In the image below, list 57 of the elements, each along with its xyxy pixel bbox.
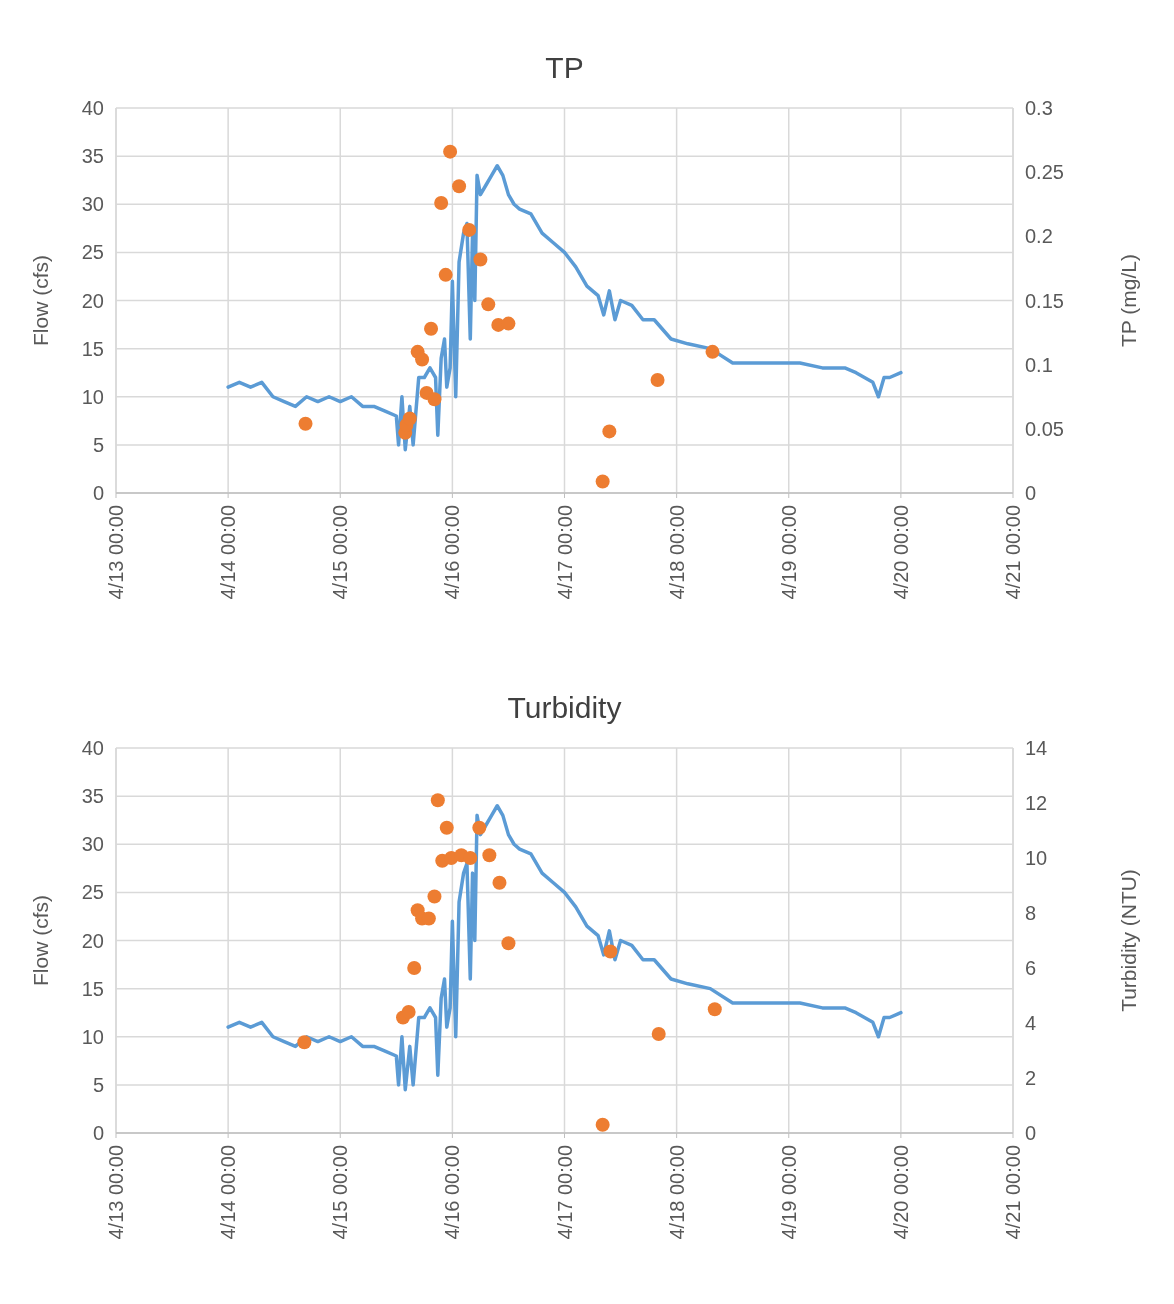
x-tick-label: 4/20 00:00	[889, 505, 912, 600]
y2-tick-label: 14	[1025, 737, 1048, 759]
x-tick-label: 4/19 00:00	[777, 1145, 800, 1240]
y2-tick-label: 0.05	[1025, 417, 1064, 440]
y2-tick-label: 6	[1025, 957, 1037, 979]
y2-tick-label: 0.25	[1025, 161, 1064, 184]
x-tick-label: 4/15 00:00	[329, 1145, 352, 1240]
y-tick-label: 20	[81, 289, 104, 312]
y-tick-label: 35	[81, 785, 104, 808]
y2-tick-label: 0.1	[1025, 353, 1053, 376]
y-tick-label: 35	[81, 145, 104, 168]
y-tick-label: 30	[81, 833, 104, 856]
y2-axis-title: Turbidity (NTU)	[1117, 869, 1140, 1012]
y2-tick-label: 4	[1025, 1012, 1037, 1034]
y2-tick-label: 10	[1025, 847, 1048, 869]
y-tick-label: 10	[81, 1025, 104, 1048]
y-tick-label: 20	[81, 929, 104, 952]
y2-tick-label: 0.15	[1025, 289, 1064, 312]
y-tick-label: 25	[81, 241, 104, 264]
y-tick-label: 30	[81, 193, 104, 216]
x-tick-label: 4/16 00:00	[441, 1145, 464, 1240]
x-tick-label: 4/17 00:00	[553, 505, 576, 600]
x-tick-label: 4/14 00:00	[217, 1145, 240, 1240]
y-tick-label: 10	[81, 385, 104, 408]
y2-tick-label: 2	[1025, 1067, 1037, 1089]
x-tick-label: 4/20 00:00	[889, 1145, 912, 1240]
x-tick-label: 4/18 00:00	[665, 505, 688, 600]
y2-tick-label: 0	[1025, 482, 1037, 504]
x-tick-label: 4/21 00:00	[1002, 505, 1024, 600]
x-tick-label: 4/18 00:00	[665, 1145, 688, 1240]
y-tick-label: 15	[81, 977, 104, 1000]
chart-title: Turbidity	[507, 691, 622, 724]
y-tick-label: 0	[92, 1122, 104, 1144]
y2-tick-label: 8	[1025, 902, 1037, 924]
x-tick-label: 4/16 00:00	[441, 505, 464, 600]
x-tick-label: 4/21 00:00	[1002, 1145, 1024, 1240]
y2-tick-label: 0.2	[1025, 225, 1053, 248]
y-tick-label: 5	[92, 433, 104, 456]
y-axis-title: Flow (cfs)	[29, 895, 52, 986]
y-axis-title: Flow (cfs)	[29, 255, 52, 346]
x-tick-label: 4/14 00:00	[217, 505, 240, 600]
y2-tick-label: 0	[1025, 1122, 1037, 1144]
x-tick-label: 4/15 00:00	[329, 505, 352, 600]
y2-axis-title: TP (mg/L)	[1117, 254, 1140, 347]
x-tick-label: 4/19 00:00	[777, 505, 800, 600]
y-tick-label: 0	[92, 482, 104, 504]
y-tick-label: 40	[81, 97, 104, 119]
y2-tick-label: 0.3	[1025, 97, 1053, 119]
x-tick-label: 4/13 00:00	[105, 505, 127, 600]
y-tick-label: 25	[81, 881, 104, 904]
y2-tick-label: 12	[1025, 792, 1048, 814]
x-tick-label: 4/17 00:00	[553, 1145, 576, 1240]
chart-title: TP	[545, 51, 584, 84]
x-tick-label: 4/13 00:00	[105, 1145, 127, 1240]
y-tick-label: 5	[92, 1073, 104, 1096]
y-tick-label: 40	[81, 737, 104, 759]
y-tick-label: 15	[81, 337, 104, 360]
